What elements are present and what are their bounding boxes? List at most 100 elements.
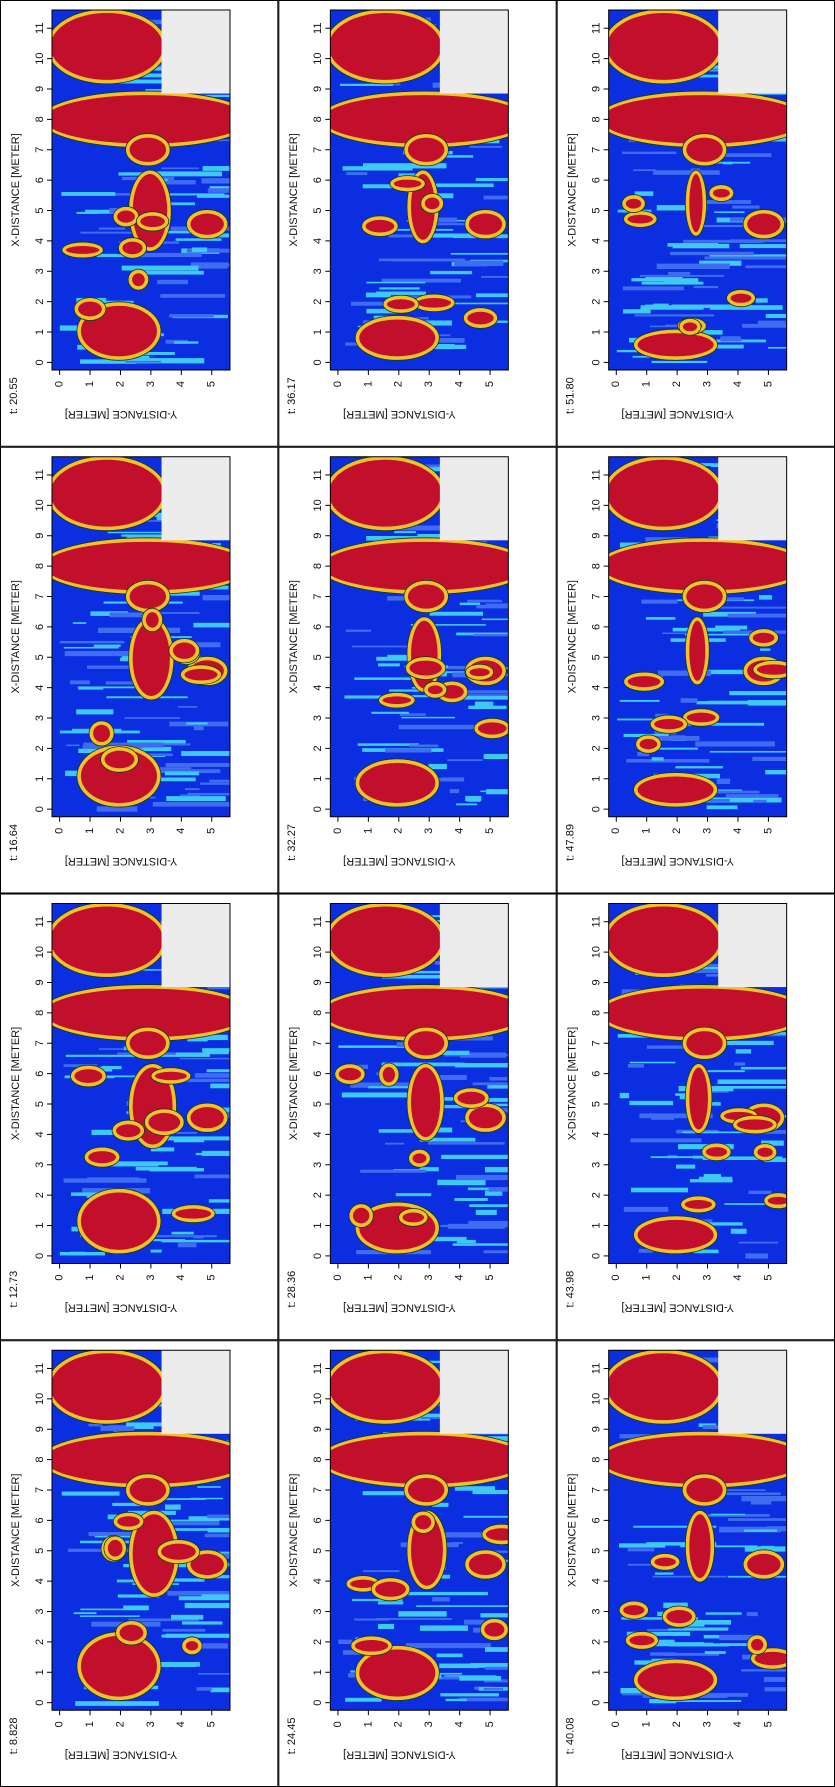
x-tick-label: 7 bbox=[591, 1040, 603, 1046]
y-tick-label: 4 bbox=[454, 1274, 466, 1280]
stripe bbox=[749, 704, 787, 707]
stripe bbox=[675, 766, 723, 769]
y-tick-label: 0 bbox=[610, 828, 622, 834]
stripe bbox=[207, 188, 230, 193]
x-tick-label: 0 bbox=[591, 806, 603, 812]
contour-red bbox=[485, 1528, 509, 1541]
contour-red bbox=[712, 188, 730, 198]
stripe bbox=[455, 803, 478, 806]
stripe bbox=[745, 265, 787, 269]
stripe bbox=[627, 1063, 645, 1068]
stripe bbox=[447, 1223, 506, 1229]
stripe bbox=[456, 1239, 476, 1244]
stripe bbox=[707, 153, 772, 157]
contour-red bbox=[686, 1477, 723, 1503]
x-tick-label: 8 bbox=[34, 563, 46, 569]
heatmap bbox=[52, 10, 230, 370]
stripe bbox=[699, 260, 742, 266]
stripe bbox=[351, 645, 418, 648]
stripe bbox=[467, 599, 502, 603]
panel-frame bbox=[0, 893, 279, 1341]
contour-red bbox=[468, 1553, 503, 1576]
stripe bbox=[463, 1619, 485, 1625]
contour-red bbox=[484, 1622, 505, 1637]
contour-red bbox=[190, 1553, 224, 1576]
stripe bbox=[704, 1651, 726, 1655]
stripe bbox=[429, 155, 474, 158]
stripe bbox=[637, 751, 650, 757]
contour-red bbox=[625, 198, 642, 209]
x-tick-label: 2 bbox=[34, 1639, 46, 1645]
stripe bbox=[99, 1048, 142, 1050]
stripe bbox=[456, 632, 509, 636]
x-tick-label: 8 bbox=[312, 1457, 324, 1463]
stripe bbox=[763, 1677, 786, 1682]
stripe bbox=[695, 741, 775, 747]
stripe bbox=[719, 1526, 787, 1531]
stripe bbox=[467, 1187, 504, 1191]
stripe bbox=[129, 753, 173, 757]
stripe bbox=[438, 1074, 467, 1080]
stripe bbox=[474, 701, 494, 707]
x-axis-label: X-DISTANCE [METER] bbox=[567, 1027, 579, 1140]
x-tick-label: 11 bbox=[312, 1363, 324, 1374]
stripe bbox=[447, 302, 509, 305]
stripe bbox=[633, 1525, 717, 1528]
stripe bbox=[709, 254, 787, 257]
y-tick-label: 1 bbox=[84, 1721, 96, 1727]
stripe bbox=[123, 1605, 149, 1611]
stripe bbox=[354, 1618, 390, 1621]
y-tick-label: 5 bbox=[484, 828, 496, 834]
stripe bbox=[646, 1542, 717, 1546]
stripe bbox=[209, 186, 230, 190]
y-tick-label: 0 bbox=[332, 381, 344, 387]
panel-frame bbox=[278, 893, 557, 1341]
stripe bbox=[475, 1209, 497, 1215]
contour-red bbox=[469, 668, 490, 677]
stripe bbox=[694, 789, 743, 792]
stripe bbox=[645, 617, 676, 620]
x-tick-label: 10 bbox=[34, 499, 46, 511]
panel-title: t: 40.08 bbox=[565, 1718, 577, 1755]
contour-red bbox=[119, 1624, 144, 1641]
stripe bbox=[703, 1173, 722, 1179]
stripe bbox=[191, 247, 208, 253]
contour-red bbox=[52, 13, 164, 80]
x-axis-label: X-DISTANCE [METER] bbox=[288, 133, 300, 246]
y-tick-label: 1 bbox=[84, 1274, 96, 1280]
contour-red bbox=[359, 319, 436, 357]
stripe bbox=[680, 1545, 758, 1548]
contour-red bbox=[757, 1147, 773, 1157]
contour-red bbox=[608, 1353, 720, 1421]
stripe bbox=[145, 171, 223, 177]
contour-red bbox=[682, 322, 698, 332]
y-tick-label: 3 bbox=[423, 828, 435, 834]
x-tick-label: 3 bbox=[34, 715, 46, 721]
stripe bbox=[190, 1497, 223, 1500]
stripe bbox=[362, 1491, 409, 1496]
stripe bbox=[432, 1597, 450, 1602]
stripe bbox=[445, 1698, 467, 1702]
contour-red bbox=[689, 1514, 711, 1579]
stripe bbox=[714, 211, 745, 214]
x-tick-label: 10 bbox=[34, 1393, 46, 1405]
contour-red bbox=[365, 219, 395, 233]
contour-red bbox=[330, 13, 442, 80]
stripe bbox=[480, 790, 509, 793]
stripe bbox=[489, 1077, 508, 1081]
x-tick-label: 0 bbox=[34, 1253, 46, 1259]
stripe bbox=[768, 346, 787, 349]
stripe bbox=[459, 1675, 502, 1681]
no-data-region bbox=[439, 903, 509, 988]
contour-red bbox=[338, 1067, 362, 1081]
stripe bbox=[385, 748, 432, 753]
x-tick-label: 3 bbox=[34, 1608, 46, 1614]
y-axis-label: Y-DISTANCE [METER] bbox=[343, 855, 455, 867]
stripe bbox=[196, 1643, 228, 1649]
contour-red bbox=[747, 213, 781, 235]
contour-red bbox=[415, 1515, 432, 1530]
x-tick-label: 9 bbox=[591, 533, 603, 539]
contour-red bbox=[330, 95, 509, 144]
stripe bbox=[108, 79, 192, 84]
y-tick-label: 4 bbox=[454, 1721, 466, 1727]
